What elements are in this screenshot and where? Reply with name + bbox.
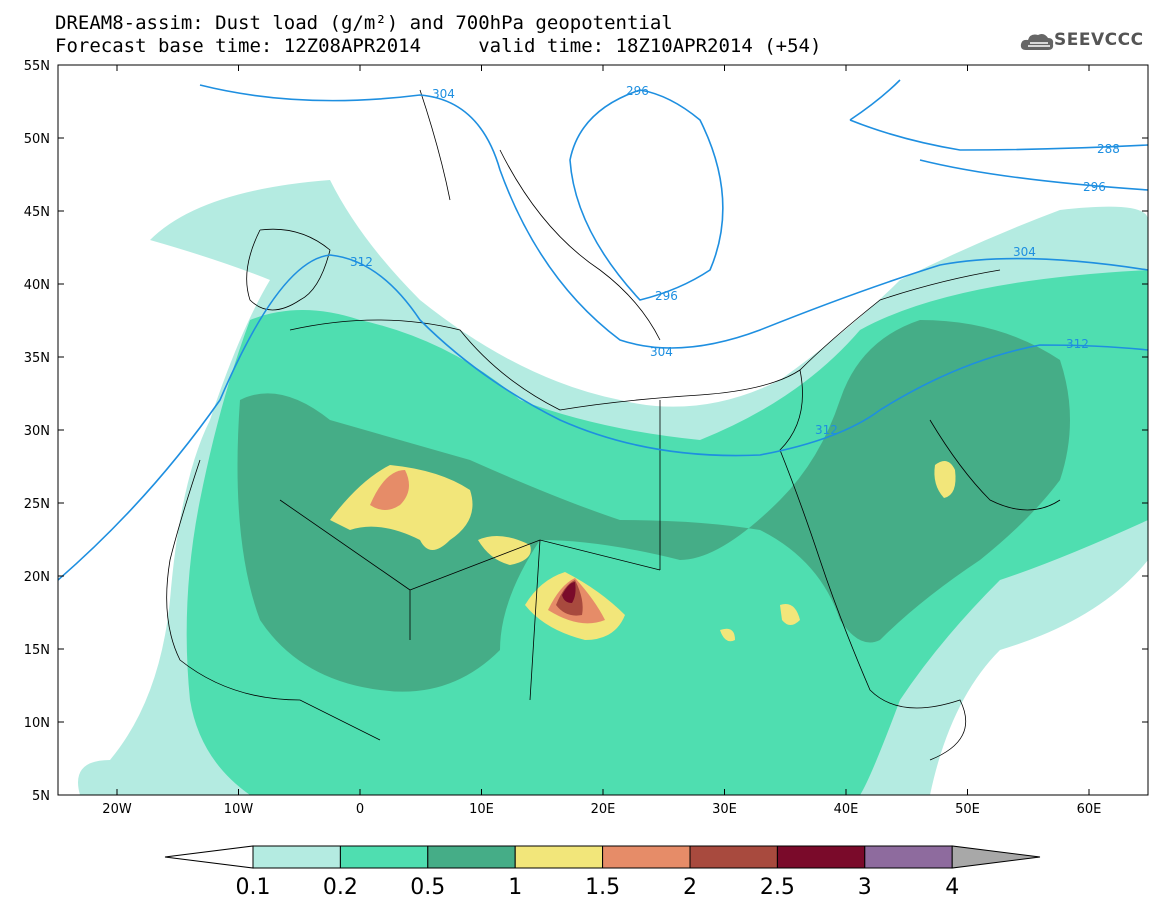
colorbar-label: 2 [683, 875, 697, 900]
colorbar-segment [864, 845, 953, 869]
contour-label: 296 [1083, 180, 1106, 194]
colorbar-segment [602, 845, 691, 869]
lat-label: 15N [24, 643, 50, 658]
colorbar: 0.1 0.2 0.5 1 1.5 2 2.5 3 4 [164, 845, 1041, 900]
colorbar-segment [776, 845, 866, 869]
contour-label: 296 [626, 84, 649, 98]
lat-label: 50N [24, 132, 50, 147]
colorbar-label: 2.5 [760, 875, 795, 900]
lat-label: 5N [32, 789, 50, 804]
colorbar-segment [689, 845, 778, 869]
lon-label: 20E [591, 802, 616, 817]
contour-label: 312 [1066, 337, 1089, 351]
colorbar-label: 0.5 [410, 875, 445, 900]
colorbar-label: 1 [508, 875, 522, 900]
lat-label: 25N [24, 497, 50, 512]
contour-labels: 304 296 288 296 312 296 304 304 312 312 [350, 84, 1120, 437]
colorbar-label: 0.2 [323, 875, 358, 900]
colorbar-segment [339, 845, 429, 869]
contour-label: 304 [1013, 245, 1036, 259]
lat-label: 10N [24, 716, 50, 731]
longitude-labels: 20W 10W 0 10E 20E 30E 40E 50E 60E [102, 65, 1101, 817]
lat-label: 55N [24, 59, 50, 74]
lon-label: 10W [224, 802, 254, 817]
coastlines [166, 89, 1061, 761]
lat-label: 40N [24, 278, 50, 293]
geopotential-contours [58, 79, 1148, 581]
latitude-labels: 55N 50N 45N 40N 35N 30N 25N 20N 15N 10N 5N [24, 59, 1148, 804]
colorbar-under-triangle [164, 845, 254, 869]
lat-label: 35N [24, 351, 50, 366]
contour-label: 312 [815, 423, 838, 437]
dust-field [58, 65, 1148, 795]
colorbar-segment [514, 845, 604, 869]
lon-label: 50E [955, 802, 980, 817]
contour-label: 304 [650, 345, 673, 359]
lon-label: 20W [102, 802, 132, 817]
colorbar-label: 4 [945, 875, 959, 900]
colorbar-segment [427, 845, 516, 869]
lon-label: 10E [469, 802, 494, 817]
contour-label: 304 [432, 87, 455, 101]
lon-label: 40E [834, 802, 859, 817]
logo-text: SEEVCCC [1054, 30, 1144, 50]
colorbar-label: 3 [858, 875, 872, 900]
colorbar-label: 1.5 [585, 875, 620, 900]
contour-label: 312 [350, 255, 373, 269]
colorbar-over-triangle [951, 845, 1041, 869]
colorbar-segment [252, 845, 341, 869]
contour-label: 288 [1097, 142, 1120, 156]
lon-label: 30E [712, 802, 737, 817]
colorbar-label: 0.1 [236, 875, 271, 900]
forecast-time-subtitle: Forecast base time: 12Z08APR2014 valid t… [55, 35, 822, 57]
lat-label: 20N [24, 570, 50, 585]
lat-label: 45N [24, 205, 50, 220]
map-title: DREAM8-assim: Dust load (g/m²) and 700hP… [55, 12, 673, 34]
lat-label: 30N [24, 424, 50, 439]
lon-label: 0 [356, 802, 364, 817]
cloud-logo-icon [1020, 34, 1054, 50]
contour-label: 296 [655, 289, 678, 303]
lon-label: 60E [1077, 802, 1102, 817]
